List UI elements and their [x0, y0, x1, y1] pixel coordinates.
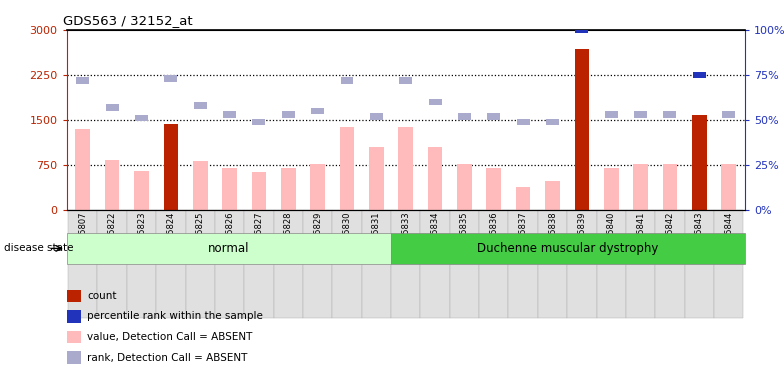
Bar	[252, 172, 267, 210]
Bar	[310, 164, 325, 210]
Bar	[663, 111, 677, 118]
Bar	[311, 108, 324, 114]
FancyBboxPatch shape	[245, 210, 274, 318]
FancyBboxPatch shape	[567, 210, 597, 318]
Bar	[369, 147, 383, 210]
FancyBboxPatch shape	[274, 210, 303, 318]
Bar	[486, 168, 501, 210]
Text: normal: normal	[208, 242, 249, 255]
Bar	[458, 113, 471, 120]
Bar	[105, 160, 119, 210]
Bar	[428, 147, 442, 210]
FancyBboxPatch shape	[156, 210, 186, 318]
Bar	[165, 75, 177, 82]
Text: rank, Detection Call = ABSENT: rank, Detection Call = ABSENT	[87, 352, 248, 363]
Bar	[604, 111, 618, 118]
Bar	[339, 127, 354, 210]
Bar	[106, 104, 118, 111]
FancyBboxPatch shape	[626, 210, 655, 318]
FancyBboxPatch shape	[332, 210, 361, 318]
Bar	[516, 187, 531, 210]
FancyBboxPatch shape	[391, 210, 420, 318]
Bar	[693, 72, 706, 78]
FancyBboxPatch shape	[655, 210, 684, 318]
Bar	[223, 111, 236, 118]
Bar	[370, 113, 383, 120]
Text: disease state: disease state	[4, 243, 74, 253]
Bar	[633, 164, 648, 210]
Text: value, Detection Call = ABSENT: value, Detection Call = ABSENT	[87, 332, 252, 342]
Bar	[281, 111, 295, 118]
Bar	[67, 232, 391, 264]
Bar	[457, 164, 472, 210]
Bar	[722, 111, 735, 118]
Bar	[662, 164, 677, 210]
FancyBboxPatch shape	[684, 210, 714, 318]
Bar	[575, 49, 590, 210]
Bar	[517, 118, 530, 125]
Bar	[281, 168, 296, 210]
Bar	[399, 77, 412, 84]
Bar	[429, 99, 441, 105]
FancyBboxPatch shape	[420, 210, 450, 318]
FancyBboxPatch shape	[450, 210, 479, 318]
Bar	[164, 124, 178, 210]
Bar	[75, 129, 90, 210]
Bar	[398, 127, 413, 210]
FancyBboxPatch shape	[215, 210, 245, 318]
Bar	[76, 77, 89, 84]
FancyBboxPatch shape	[68, 210, 97, 318]
Bar	[604, 168, 619, 210]
Bar	[634, 111, 647, 118]
Bar	[545, 181, 560, 210]
Bar	[692, 115, 706, 210]
Text: GDS563 / 32152_at: GDS563 / 32152_at	[64, 15, 193, 27]
Text: count: count	[87, 291, 117, 301]
FancyBboxPatch shape	[714, 210, 743, 318]
FancyBboxPatch shape	[186, 210, 215, 318]
FancyBboxPatch shape	[303, 210, 332, 318]
Bar	[340, 77, 354, 84]
Bar	[391, 232, 745, 264]
Bar	[488, 113, 500, 120]
FancyBboxPatch shape	[127, 210, 156, 318]
Bar	[193, 161, 208, 210]
FancyBboxPatch shape	[361, 210, 391, 318]
Bar	[222, 168, 237, 210]
Bar	[135, 115, 148, 122]
Bar	[575, 27, 588, 33]
FancyBboxPatch shape	[509, 210, 538, 318]
Bar	[721, 164, 736, 210]
Bar	[194, 102, 207, 109]
FancyBboxPatch shape	[538, 210, 567, 318]
Text: Duchenne muscular dystrophy: Duchenne muscular dystrophy	[477, 242, 659, 255]
Bar	[134, 171, 149, 210]
FancyBboxPatch shape	[597, 210, 626, 318]
FancyBboxPatch shape	[479, 210, 509, 318]
Text: percentile rank within the sample: percentile rank within the sample	[87, 311, 263, 321]
Bar	[252, 118, 266, 125]
Bar	[546, 118, 559, 125]
FancyBboxPatch shape	[97, 210, 127, 318]
